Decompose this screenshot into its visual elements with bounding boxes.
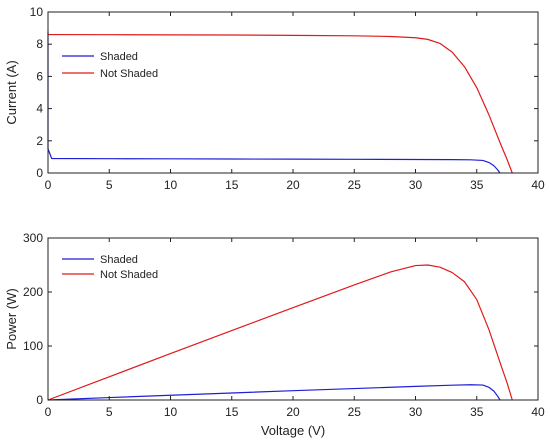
x-tick-label: 10 <box>164 178 178 192</box>
x-tick-label: 30 <box>409 405 423 419</box>
chart-panel-2: 0 5 10 15 20 25 30 35 40 0 100 200 300 Power (W) Volta… <box>4 231 545 438</box>
x-tick-label: 5 <box>106 405 113 419</box>
y-tick-label: 2 <box>36 134 43 148</box>
x-tick-label: 0 <box>45 405 52 419</box>
x-tick-label: 40 <box>531 405 545 419</box>
x-tick-label: 35 <box>470 405 484 419</box>
y-tick-label: 300 <box>23 231 43 245</box>
legend-label: Shaded <box>100 51 138 63</box>
legend-label: Not Shaded <box>100 68 158 80</box>
y-tick-label: 200 <box>23 285 43 299</box>
x-tick-label: 20 <box>286 178 300 192</box>
x-tick-label: 20 <box>286 405 300 419</box>
series-line-not-shaded <box>47 33 513 174</box>
x-axis-label: Voltage (V) <box>261 423 325 438</box>
x-tick-label: 10 <box>164 405 178 419</box>
y-tick-label: 100 <box>23 339 43 353</box>
x-tick-label: 5 <box>106 178 113 192</box>
x-tick-label: 0 <box>45 178 52 192</box>
series-line-shaded <box>47 384 501 401</box>
x-tick-label: 35 <box>470 178 484 192</box>
x-tick-label: 40 <box>531 178 545 192</box>
axes-frame <box>47 11 539 174</box>
chart-panel-1: 0 5 10 15 20 25 30 35 40 0 2 4 6 8 10 Current (A) Shaded… <box>4 5 545 192</box>
y-axis-label: Current (A) <box>4 60 19 124</box>
y-tick-label: 4 <box>36 102 43 116</box>
legend-label: Shaded <box>100 254 138 266</box>
series-line-not-shaded <box>47 264 513 401</box>
legend: Shaded Not Shaded <box>62 254 158 281</box>
x-tick-label: 30 <box>409 178 423 192</box>
x-tick-label: 15 <box>225 178 239 192</box>
y-tick-label: 0 <box>36 393 43 407</box>
y-tick-label: 8 <box>36 37 43 51</box>
x-tick-label: 15 <box>225 405 239 419</box>
x-tick-label: 25 <box>348 178 362 192</box>
legend: Shaded Not Shaded <box>62 51 158 80</box>
x-tick-label: 25 <box>348 405 362 419</box>
legend-label: Not Shaded <box>100 269 158 281</box>
y-axis-label: Power (W) <box>4 288 19 349</box>
y-tick-label: 10 <box>30 5 44 19</box>
y-tick-label: 0 <box>36 166 43 180</box>
y-tick-label: 6 <box>36 69 43 83</box>
